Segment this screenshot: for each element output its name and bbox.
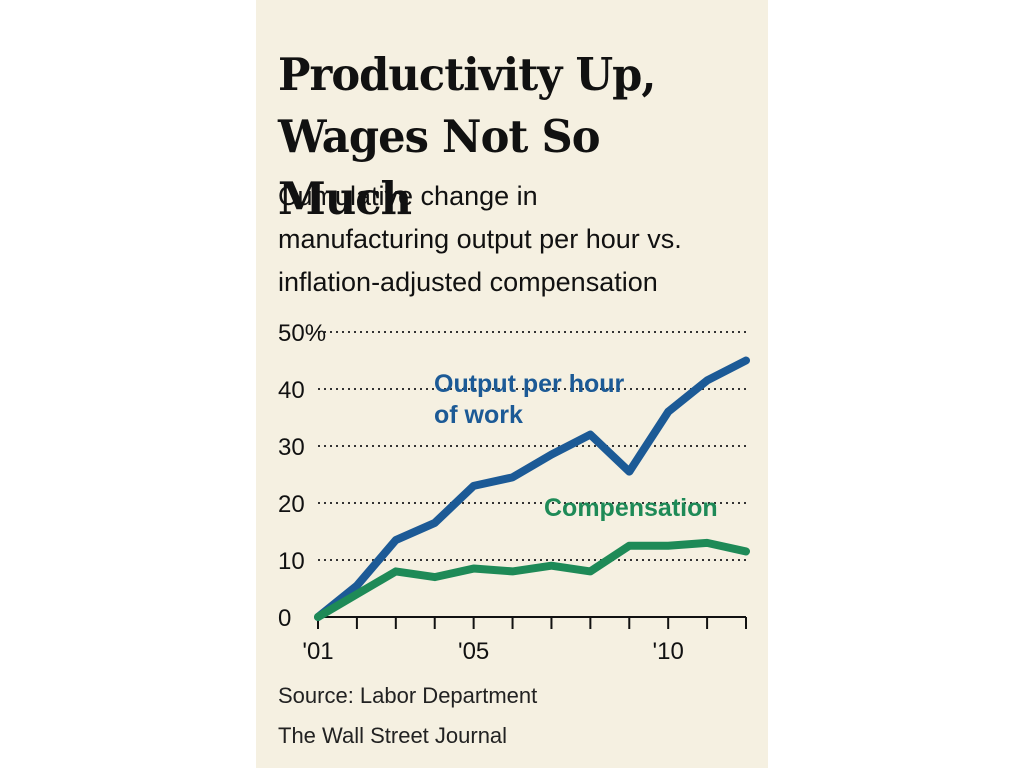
chart-card: Productivity Up, Wages Not So Much Cumul… (256, 0, 768, 768)
chart-title: Productivity Up, Wages Not So Much (278, 44, 729, 230)
x-tick-label: '05 (458, 638, 489, 665)
chart-subtitle: Cumulative change in manufacturing outpu… (278, 175, 758, 304)
subtitle-line-1: Cumulative change in (278, 181, 538, 211)
y-tick-label: 10 (278, 548, 305, 575)
title-line-2: Wages Not So Much (278, 110, 601, 225)
compensation-series-label: Compensation (544, 494, 718, 522)
y-tick-label: 50% (278, 320, 326, 347)
y-tick-label: 20 (278, 491, 305, 518)
output-series-line (314, 356, 750, 621)
output-series-label: of work (434, 401, 523, 429)
x-tick-label: '10 (653, 638, 684, 665)
y-tick-label: 0 (278, 605, 291, 632)
y-tick-label: 40 (278, 377, 305, 404)
publisher-credit: The Wall Street Journal (278, 723, 508, 748)
subtitle-line-2: manufacturing output per hour vs. (278, 224, 682, 254)
x-tick-label: '01 (302, 638, 333, 665)
title-line-1: Productivity Up, (278, 48, 656, 101)
subtitle-line-3: inflation-adjusted compensation (278, 267, 658, 297)
line-chart: 0 10 20 30 40 50% '01 '05 '10 Output per hour of w… (278, 320, 750, 665)
compensation-series-line (314, 538, 750, 621)
source-note: Source: Labor Department (278, 683, 538, 708)
output-series-label: Output per hour (434, 370, 625, 398)
y-tick-label: 30 (278, 434, 305, 461)
